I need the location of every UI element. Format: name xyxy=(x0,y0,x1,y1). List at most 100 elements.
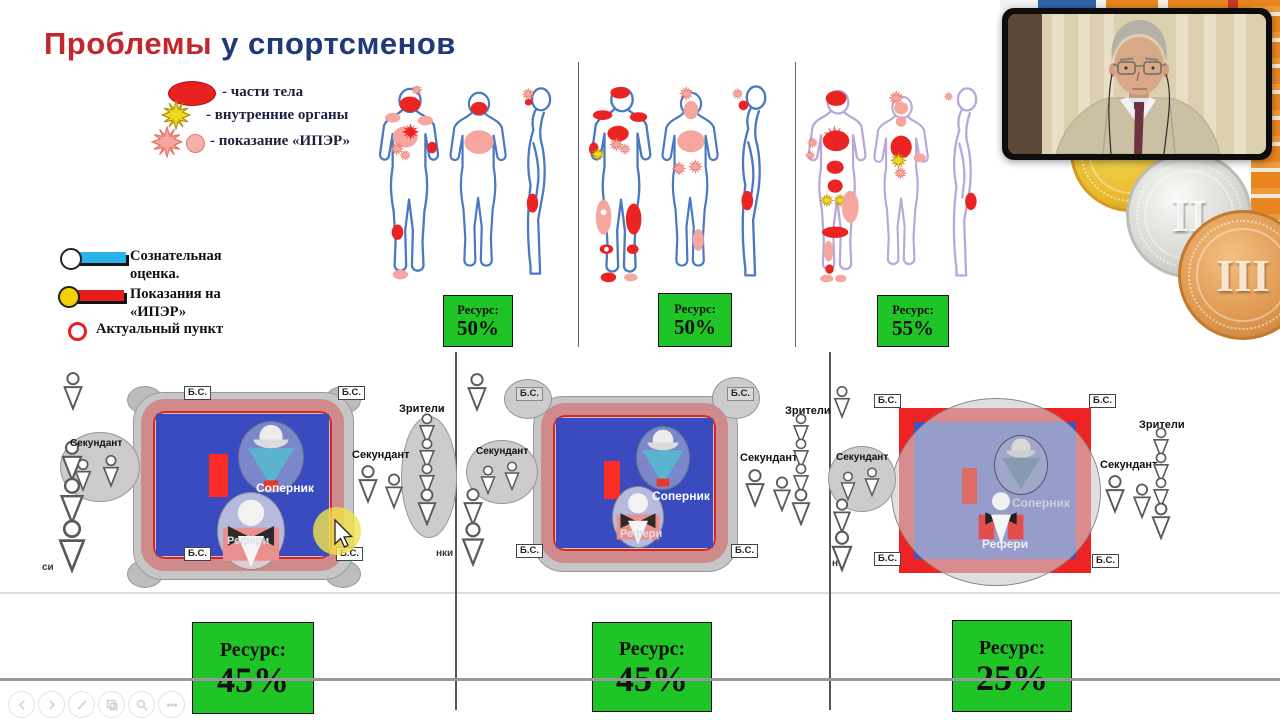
white-circle-icon xyxy=(60,248,82,270)
ring-red-marker xyxy=(604,461,620,499)
person-icon xyxy=(745,469,765,507)
zoom-icon xyxy=(136,699,148,711)
rule-line xyxy=(0,678,1280,681)
resource-value: 50% xyxy=(457,316,499,340)
corner-judge-label: Б.С. xyxy=(338,386,365,401)
webcam-overlay xyxy=(1002,8,1272,160)
text-fragment: н xyxy=(438,404,445,415)
text-fragment: н xyxy=(832,558,839,569)
presenter-video xyxy=(1008,14,1266,154)
body-front-figure xyxy=(805,89,867,283)
resource-box: Ресурс: 45% xyxy=(192,622,314,714)
person-icon xyxy=(467,373,487,411)
person-icon xyxy=(75,458,91,491)
body-back-figure xyxy=(449,91,507,267)
legend-label-iper-readings: Показания на «ИПЭР» xyxy=(130,286,221,321)
previous-slide-button[interactable] xyxy=(8,691,35,718)
corner-judge-label: Б.С. xyxy=(727,387,754,402)
opponent-figure xyxy=(994,435,1048,495)
red-bar-icon xyxy=(72,290,124,301)
resource-label: Ресурс: xyxy=(219,638,287,661)
pink-circle-icon xyxy=(186,134,205,153)
second-label: Секундант xyxy=(1100,459,1158,471)
ring-ropes xyxy=(541,403,728,563)
opponent-figure xyxy=(238,421,304,493)
more-options-icon xyxy=(166,702,177,707)
person-icon xyxy=(103,454,119,487)
corner-judge-label: Б.С. xyxy=(516,387,543,402)
slide-navigator-button[interactable] xyxy=(98,691,125,718)
referee-figure xyxy=(217,492,285,570)
corner-judge-label: Б.С. xyxy=(1092,554,1119,569)
person-icon xyxy=(417,488,437,526)
person-icon xyxy=(864,467,880,497)
bronze-medal-numeral: III xyxy=(1216,249,1270,301)
spectators-label: Зрители xyxy=(785,405,831,417)
legend-label-organs: - внутренние органы xyxy=(206,107,349,123)
corner-judge-label: Б.С. xyxy=(731,544,758,559)
resource-value: 50% xyxy=(674,315,716,339)
second-label: Секундант xyxy=(476,446,529,457)
ring-red-marker xyxy=(209,454,228,497)
person-icon xyxy=(1151,502,1171,540)
corner-judge-label: Б.С. xyxy=(516,544,543,559)
person-icon xyxy=(1105,475,1125,513)
opponent-label: Соперник xyxy=(256,481,314,495)
resource-box: Ресурс: 55% xyxy=(877,295,949,347)
second-label: Секундант xyxy=(352,449,410,461)
corner-judge-label: Б.С. xyxy=(874,394,901,409)
legend-label-conscious: Сознательная оценка. xyxy=(130,248,222,283)
person-icon xyxy=(462,522,484,566)
body-side-figure xyxy=(731,85,767,277)
bronze-medal: III xyxy=(1178,210,1280,340)
zoom-button[interactable] xyxy=(128,691,155,718)
legend-label-body-parts: - части тела xyxy=(222,84,304,100)
yellow-circle-icon xyxy=(58,286,80,308)
mouse-cursor xyxy=(313,507,361,555)
resource-box: Ресурс: 25% xyxy=(952,620,1072,712)
page-title: Проблемы у спортсменов xyxy=(44,26,456,62)
referee-figure xyxy=(978,492,1024,544)
resource-box: Ресурс: 50% xyxy=(658,293,732,347)
pen-icon xyxy=(76,699,87,710)
more-options-button[interactable] xyxy=(158,691,185,718)
ring-red-marker xyxy=(962,468,977,504)
previous-slide-icon xyxy=(18,699,25,710)
divider-line xyxy=(795,62,796,347)
resource-box: Ресурс: 50% xyxy=(443,295,513,347)
opponent-label: Соперник xyxy=(1012,496,1070,510)
pink-starburst-icon xyxy=(151,126,183,158)
body-back-figure xyxy=(661,86,719,267)
person-icon xyxy=(63,372,83,410)
corner-judge-label: Б.С. xyxy=(1089,394,1116,409)
person-icon xyxy=(504,461,520,491)
referee-label: Рефери xyxy=(982,537,1029,551)
corner-judge-label: Б.С. xyxy=(874,552,901,567)
referee-label: Рефери xyxy=(227,535,270,547)
resource-box: Ресурс: 45% xyxy=(592,622,712,712)
referee-label: Рефери xyxy=(620,528,663,540)
blue-bar-icon xyxy=(74,252,126,263)
title-word-problems: Проблемы xyxy=(44,26,213,61)
body-front-figure xyxy=(378,86,440,280)
second-label: Секундант xyxy=(836,452,889,463)
next-slide-button[interactable] xyxy=(38,691,65,718)
second-label: Секундант xyxy=(740,452,798,464)
pen-button[interactable] xyxy=(68,691,95,718)
body-front-figure xyxy=(588,86,652,283)
red-ring-icon xyxy=(68,322,87,341)
title-word-athletes: у спортсменов xyxy=(212,26,456,61)
divider-line xyxy=(455,352,457,710)
resource-label: Ресурс: xyxy=(892,303,934,317)
opponent-label: Соперник xyxy=(652,489,710,503)
legend-label-actual-point: Актуальный пункт xyxy=(96,321,224,337)
body-back-figure xyxy=(873,90,929,266)
rule-line xyxy=(0,592,1280,594)
slide-navigator-icon xyxy=(106,699,117,710)
person-icon xyxy=(791,488,811,526)
resource-label: Ресурс: xyxy=(457,303,499,317)
resource-label: Ресурс: xyxy=(674,302,716,316)
next-slide-icon xyxy=(48,699,55,710)
text-fragment: си xyxy=(42,562,54,573)
